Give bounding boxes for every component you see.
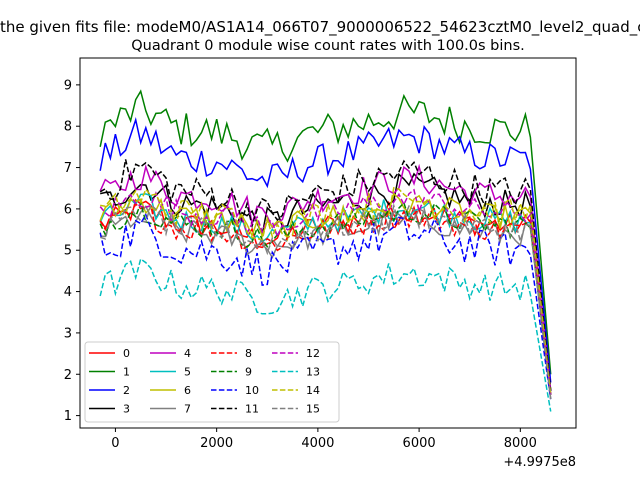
series-line-10 [99, 213, 552, 400]
legend-label-9: 9 [245, 366, 252, 379]
legend-label-10: 10 [245, 384, 259, 397]
series-line-3 [100, 172, 552, 391]
y-tick-label: 4 [64, 285, 72, 300]
x-tick-label: 2000 [200, 436, 233, 451]
series-line-15 [99, 203, 552, 400]
legend-label-14: 14 [306, 384, 320, 397]
series-line-1 [99, 89, 552, 375]
legend-label-1: 1 [123, 366, 130, 379]
series-line-12 [99, 188, 552, 395]
figure-suptitle: Plots for the given fits file: modeM0/AS… [0, 18, 640, 37]
y-tick-label: 5 [64, 244, 72, 259]
series-line-11 [99, 159, 552, 391]
series-line-4 [99, 163, 552, 391]
legend-label-8: 8 [245, 347, 252, 360]
legend-label-3: 3 [123, 403, 130, 416]
series-line-13 [99, 257, 552, 412]
y-tick-label: 8 [64, 120, 72, 135]
legend-label-2: 2 [123, 384, 130, 397]
legend-label-13: 13 [306, 366, 320, 379]
legend-label-11: 11 [245, 403, 259, 416]
y-tick-label: 3 [64, 326, 72, 341]
legend-label-7: 7 [184, 403, 191, 416]
x-tick-label: 6000 [403, 436, 436, 451]
legend-label-0: 0 [123, 347, 130, 360]
x-tick-label: 4000 [301, 436, 334, 451]
y-tick-label: 1 [64, 409, 72, 424]
plot-area-frame [79, 57, 577, 429]
legend-label-4: 4 [184, 347, 191, 360]
legend-label-12: 12 [306, 347, 320, 360]
y-tick-label: 7 [64, 161, 72, 176]
series-line-2 [99, 116, 552, 383]
legend-label-6: 6 [184, 384, 191, 397]
y-tick-label: 6 [64, 202, 72, 217]
series-line-14 [100, 186, 552, 395]
x-axis: 0 2000 4000 6000 8000 [111, 428, 537, 451]
plot-lines [99, 89, 552, 412]
y-tick-label: 9 [64, 78, 72, 93]
legend-label-15: 15 [306, 403, 320, 416]
chart-title: Quadrant 0 module wise count rates with … [131, 38, 525, 54]
x-offset-label: +4.9975e8 [503, 455, 576, 470]
y-tick-label: 2 [64, 368, 72, 383]
legend-label-5: 5 [184, 366, 191, 379]
x-tick-label: 0 [111, 436, 119, 451]
y-axis: 1 2 3 4 5 6 7 8 9 [64, 78, 80, 424]
x-tick-label: 8000 [504, 436, 537, 451]
legend-box [84, 341, 340, 423]
